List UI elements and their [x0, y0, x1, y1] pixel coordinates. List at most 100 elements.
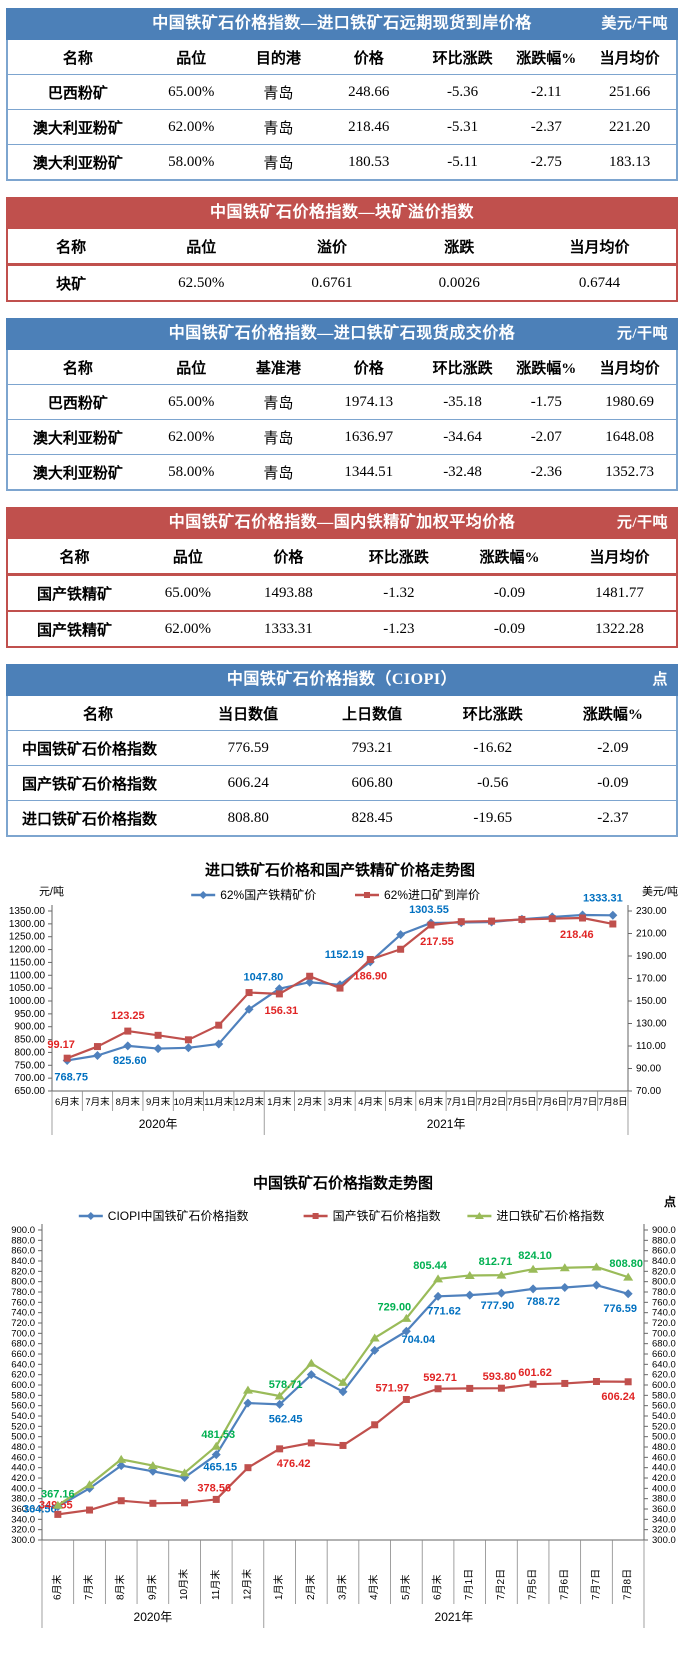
column-header: 名称 [82, 706, 113, 723]
column-header: 涨跌 [444, 239, 475, 256]
table-cell: 65.00% [147, 384, 235, 420]
svg-text:360.0: 360.0 [652, 1504, 676, 1515]
table-unit-label: 点 [652, 672, 668, 688]
table-row: 巴西粉矿 65.00% 青岛 248.66 -5.36 -2.11 251.66 [7, 74, 677, 110]
svg-text:440.0: 440.0 [652, 1463, 676, 1474]
column-header: 当月均价 [599, 50, 660, 67]
svg-text:90.00: 90.00 [636, 1064, 661, 1075]
column-header: 环比涨跌 [368, 549, 429, 566]
x-axis-group-label: 2020年 [134, 1610, 173, 1624]
svg-text:700.0: 700.0 [652, 1328, 676, 1339]
svg-text:2月末: 2月末 [298, 1096, 323, 1108]
column-header: 品位 [172, 549, 203, 566]
table-cell: -19.65 [435, 800, 550, 836]
table-cell: 1333.31 [234, 610, 342, 647]
table-row: 中国铁矿石价格指数 776.59 793.21 -16.62 -2.09 [7, 730, 677, 766]
table-cell: 1974.13 [321, 384, 416, 420]
svg-text:10月末: 10月末 [174, 1096, 204, 1108]
svg-text:8月末: 8月末 [114, 1574, 127, 1600]
data-point-label: 777.90 [481, 1300, 515, 1312]
table-cell: 65.00% [141, 573, 235, 611]
data-point-label: 378.56 [197, 1482, 231, 1494]
svg-text:7月1日: 7月1日 [463, 1569, 475, 1600]
chart-legend: CIOPI中国铁矿石价格指数 国产铁矿石价格指数 进口铁矿石价格指数 [78, 1208, 604, 1223]
column-header: 涨跌幅% [479, 549, 540, 566]
data-point-label: 788.72 [526, 1296, 560, 1308]
column-header: 品位 [186, 239, 217, 256]
data-point-label: 606.24 [601, 1391, 636, 1403]
svg-text:860.0: 860.0 [652, 1246, 676, 1257]
table-title-bar: 中国铁矿石价格指数—进口铁矿石远期现货到岸价格 美元/干吨 [6, 8, 678, 40]
table-cell: 青岛 [234, 454, 322, 490]
svg-text:540.0: 540.0 [11, 1411, 35, 1422]
svg-text:7月8日: 7月8日 [598, 1097, 628, 1108]
svg-text:1200.00: 1200.00 [9, 945, 46, 956]
table-cell: 1980.69 [583, 384, 677, 420]
svg-text:480.0: 480.0 [652, 1442, 676, 1453]
svg-text:740.0: 740.0 [11, 1308, 35, 1319]
svg-text:7月8日: 7月8日 [622, 1569, 634, 1600]
column-header: 名称 [59, 549, 90, 566]
chart-ciopi-index-trend: 中国铁矿石价格指数走势图点 CIOPI中国铁矿石价格指数 国产铁矿石价格指数 进口铁矿… [0, 1162, 684, 1645]
table-cell: 国产铁矿石价格指数 [7, 765, 188, 801]
svg-text:880.0: 880.0 [652, 1235, 676, 1246]
column-header: 涨跌幅% [516, 360, 577, 377]
svg-text:7月7日: 7月7日 [590, 1569, 602, 1600]
data-point-label: 571.97 [376, 1382, 410, 1394]
svg-text:10月末: 10月末 [177, 1569, 190, 1600]
data-point-label: 217.55 [420, 936, 454, 948]
column-header: 价格 [273, 549, 304, 566]
column-header: 品位 [176, 50, 207, 67]
data-point-label: 465.15 [203, 1462, 237, 1474]
svg-text:860.0: 860.0 [11, 1246, 35, 1257]
svg-text:9月末: 9月末 [146, 1096, 171, 1108]
table-cell: -2.09 [549, 730, 677, 766]
table-cell: 58.00% [147, 454, 235, 490]
svg-text:8月末: 8月末 [116, 1096, 141, 1108]
table-cell: 巴西粉矿 [7, 74, 148, 110]
data-point-label: 218.46 [560, 929, 594, 941]
table-cell: 808.80 [187, 800, 309, 836]
data-point-label: 805.44 [413, 1260, 448, 1272]
svg-text:640.0: 640.0 [652, 1359, 676, 1370]
svg-text:780.0: 780.0 [11, 1287, 35, 1298]
table-cell: -5.31 [415, 109, 510, 145]
svg-text:1月末: 1月末 [272, 1574, 285, 1600]
series-CIOPI中国铁矿石价格指数: 364.56 465.15 562.45 704.04 771.62 777.90 788.… [23, 1280, 637, 1516]
table-cell: 进口铁矿石价格指数 [7, 800, 188, 836]
chart-title: 进口铁矿石价格和国产铁精矿价格走势图 [205, 861, 475, 879]
svg-text:800.0: 800.0 [652, 1277, 676, 1288]
table-cell: -2.11 [509, 74, 584, 110]
svg-text:6月末: 6月末 [55, 1096, 80, 1108]
svg-text:360.0: 360.0 [11, 1504, 35, 1515]
data-point-label: 186.90 [353, 970, 387, 982]
svg-text:230.00: 230.00 [636, 906, 667, 917]
svg-text:520.0: 520.0 [11, 1421, 35, 1432]
svg-text:420.0: 420.0 [652, 1473, 676, 1484]
table-section-ciopi-index: 中国铁矿石价格指数（CIOPI） 点 名称 当日数值 上日数值 环比涨跌 涨跌幅% 中国铁… [6, 664, 678, 837]
svg-text:170.00: 170.00 [636, 974, 667, 985]
svg-text:1100.00: 1100.00 [10, 970, 46, 981]
svg-text:760.0: 760.0 [11, 1297, 35, 1308]
svg-text:850.00: 850.00 [14, 1035, 45, 1046]
svg-text:1300.00: 1300.00 [9, 919, 46, 930]
table-cell: 中国铁矿石价格指数 [7, 730, 188, 766]
data-point-label: 367.16 [41, 1488, 75, 1500]
svg-text:560.0: 560.0 [652, 1401, 676, 1412]
data-point-label: 156.31 [265, 1005, 299, 1017]
svg-text:12月末: 12月末 [240, 1569, 253, 1600]
svg-text:820.0: 820.0 [652, 1266, 676, 1277]
table-cell: 1648.08 [583, 419, 677, 455]
svg-text:540.0: 540.0 [652, 1411, 676, 1422]
price-table-import-seaborne: 名称 品位 目的港 价格 环比涨跌 涨跌幅% 当月均价 巴西粉矿 65.00% 青岛 248.66-… [6, 40, 678, 181]
table-title: 中国铁矿石价格指数—进口铁矿石现货成交价格 [168, 325, 516, 342]
table-unit-label: 美元/干吨 [601, 16, 668, 32]
table-cell: 青岛 [234, 74, 322, 110]
table-row: 巴西粉矿 65.00% 青岛 1974.13 -35.18 -1.75 1980.69 [7, 384, 677, 420]
svg-text:640.0: 640.0 [11, 1359, 35, 1370]
chart-title: 中国铁矿石价格指数走势图 [253, 1174, 433, 1192]
svg-text:580.0: 580.0 [11, 1390, 35, 1401]
table-cell: 251.66 [583, 74, 677, 110]
